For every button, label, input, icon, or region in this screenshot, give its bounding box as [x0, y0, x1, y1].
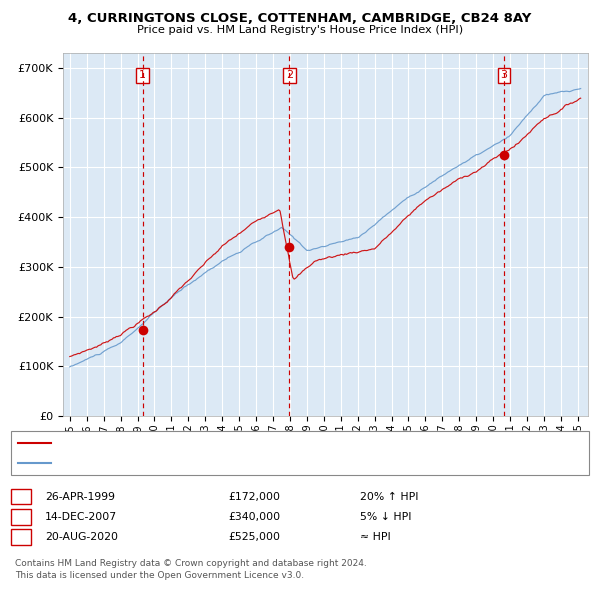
- Text: Price paid vs. HM Land Registry's House Price Index (HPI): Price paid vs. HM Land Registry's House …: [137, 25, 463, 35]
- Text: £340,000: £340,000: [228, 512, 280, 522]
- Text: 1: 1: [139, 70, 146, 80]
- Text: 20-AUG-2020: 20-AUG-2020: [45, 532, 118, 542]
- Text: HPI: Average price, detached house, South Cambridgeshire: HPI: Average price, detached house, Sout…: [57, 458, 347, 467]
- Text: 5% ↓ HPI: 5% ↓ HPI: [360, 512, 412, 522]
- Text: 14-DEC-2007: 14-DEC-2007: [45, 512, 117, 522]
- Text: 4, CURRINGTONS CLOSE, COTTENHAM, CAMBRIDGE, CB24 8AY (detached house): 4, CURRINGTONS CLOSE, COTTENHAM, CAMBRID…: [57, 438, 452, 448]
- Text: 26-APR-1999: 26-APR-1999: [45, 492, 115, 502]
- Text: 2: 2: [17, 512, 25, 522]
- Text: 4, CURRINGTONS CLOSE, COTTENHAM, CAMBRIDGE, CB24 8AY: 4, CURRINGTONS CLOSE, COTTENHAM, CAMBRID…: [68, 12, 532, 25]
- Text: 3: 3: [500, 70, 508, 80]
- Text: 20% ↑ HPI: 20% ↑ HPI: [360, 492, 419, 502]
- Text: Contains HM Land Registry data © Crown copyright and database right 2024.
This d: Contains HM Land Registry data © Crown c…: [15, 559, 367, 580]
- Text: £172,000: £172,000: [228, 492, 280, 502]
- Text: 1: 1: [17, 492, 25, 502]
- Text: 3: 3: [17, 532, 25, 542]
- Text: £525,000: £525,000: [228, 532, 280, 542]
- Text: 2: 2: [286, 70, 293, 80]
- Text: ≈ HPI: ≈ HPI: [360, 532, 391, 542]
